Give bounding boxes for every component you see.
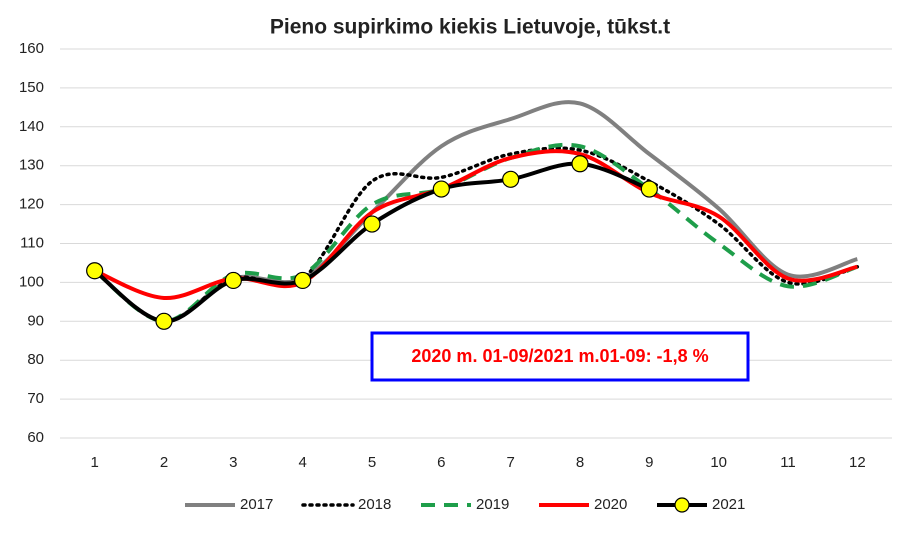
series-line (93, 100, 858, 324)
marker (155, 312, 173, 330)
x-tick-label: 1 (90, 454, 98, 471)
x-tick-label: 6 (437, 454, 445, 471)
x-tick-label: 2 (160, 454, 168, 471)
marker (363, 215, 381, 233)
y-tick-label: 100 (19, 273, 44, 290)
x-tick-label: 12 (849, 454, 866, 471)
x-tick-label: 8 (576, 454, 584, 471)
y-tick-label: 110 (20, 234, 44, 251)
x-tick-label: 9 (645, 454, 653, 471)
legend-label: 2018 (358, 496, 391, 513)
y-tick-label: 130 (19, 157, 44, 174)
marker (224, 271, 242, 290)
x-tick-label: 3 (229, 454, 237, 471)
legend-label: 2020 (594, 496, 627, 513)
marker (432, 180, 450, 198)
annotation: 2020 m. 01-09/2021 m.01-09: -1,8 % (411, 346, 708, 366)
chart-title: Pieno supirkimo kiekis Lietuvoje, tūkst.… (270, 16, 670, 39)
y-tick-label: 80 (27, 351, 44, 368)
legend-label: 2017 (240, 496, 273, 513)
marker (86, 262, 104, 280)
legend-marker (674, 497, 690, 513)
legend-label: 2021 (712, 496, 745, 513)
annotation-box (370, 331, 750, 382)
y-tick-label: 60 (27, 429, 44, 446)
y-tick-label: 150 (19, 79, 44, 96)
y-tick-label: 120 (19, 196, 44, 213)
marker (294, 271, 312, 290)
x-tick-label: 7 (506, 454, 514, 471)
y-tick-label: 90 (27, 312, 44, 329)
y-tick-label: 160 (19, 40, 44, 57)
y-tick-label: 70 (27, 390, 44, 407)
x-tick-label: 11 (780, 454, 796, 471)
y-tick-label: 140 (19, 118, 44, 135)
x-tick-label: 10 (710, 454, 727, 471)
x-tick-label: 4 (298, 454, 306, 471)
marker (502, 170, 520, 188)
marker (640, 180, 658, 198)
x-tick-label: 5 (368, 454, 376, 471)
series-line (93, 149, 858, 300)
marker (571, 155, 589, 173)
legend-label: 2019 (476, 496, 509, 513)
